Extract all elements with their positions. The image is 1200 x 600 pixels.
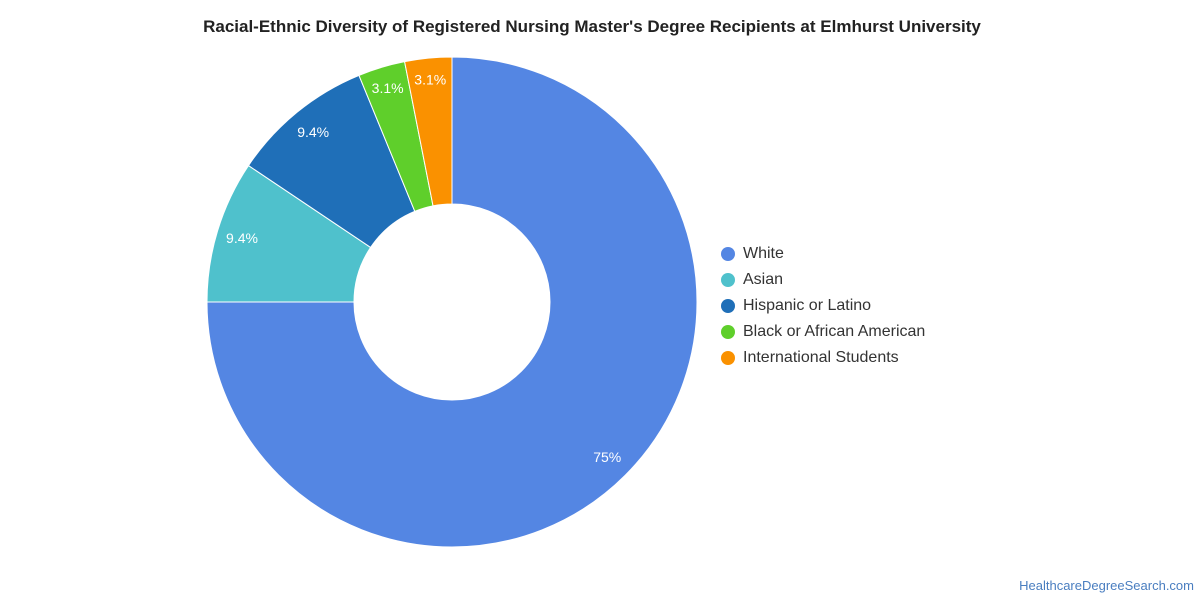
legend-swatch <box>721 325 735 339</box>
slice-label-asian: 9.4% <box>226 230 258 246</box>
slice-label-hispanic-or-latino: 9.4% <box>297 124 329 140</box>
donut-slices <box>206 56 698 548</box>
slice-label-white: 75% <box>593 449 621 465</box>
legend-swatch <box>721 247 735 261</box>
legend-swatch <box>721 273 735 287</box>
chart-title: Racial-Ethnic Diversity of Registered Nu… <box>203 17 981 36</box>
slice-label-international-students: 3.1% <box>414 72 446 88</box>
legend-label: Black or African American <box>743 323 926 340</box>
legend-item-white[interactable]: White <box>721 241 925 267</box>
legend-item-black-or-african-american[interactable]: Black or African American <box>721 319 925 345</box>
donut-slice-international-students[interactable] <box>403 56 453 207</box>
legend-label: Asian <box>743 271 784 288</box>
legend-item-international-students[interactable]: International Students <box>721 345 925 371</box>
source-credit-link[interactable]: HealthcareDegreeSearch.com <box>1019 578 1194 593</box>
chart-legend: White Asian Hispanic or Latino Black or Afr… <box>721 241 925 371</box>
legend-item-hispanic-or-latino[interactable]: Hispanic or Latino <box>721 293 925 319</box>
legend-item-asian[interactable]: Asian <box>721 267 925 293</box>
donut-slice-labels: 75% 9.4% 9.4% 3.1% 3.1% <box>226 72 621 466</box>
donut-slice-white[interactable] <box>206 56 698 548</box>
legend-label: Hispanic or Latino <box>743 297 872 314</box>
slice-label-black-or-african-american: 3.1% <box>372 80 404 96</box>
legend-label: International Students <box>743 349 899 366</box>
legend-swatch <box>721 299 735 313</box>
legend-label: White <box>743 245 784 262</box>
legend-swatch <box>721 351 735 365</box>
